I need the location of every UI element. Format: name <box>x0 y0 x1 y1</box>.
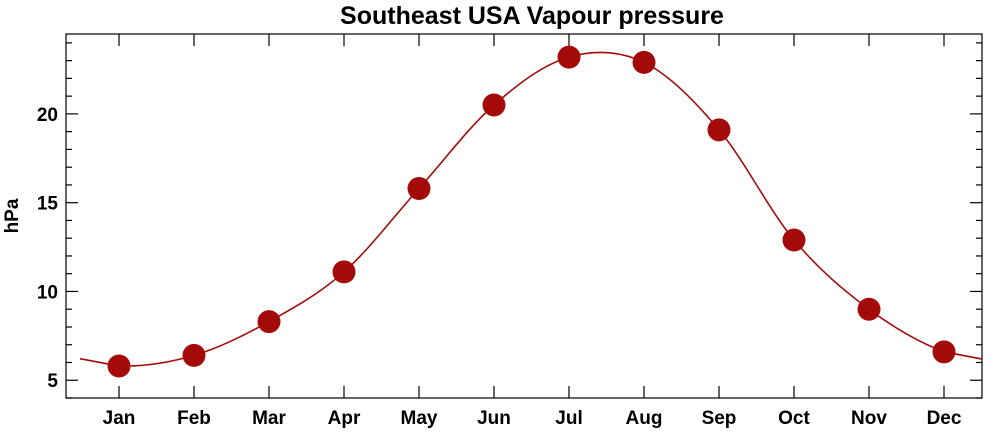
x-tick-label: Aug <box>626 408 663 429</box>
data-point-jan <box>107 354 131 378</box>
data-point-jun <box>482 93 506 117</box>
data-point-may <box>407 176 431 200</box>
x-tick-label: Dec <box>927 408 962 429</box>
x-tick-label: Jul <box>555 408 582 429</box>
data-point-feb <box>182 343 206 367</box>
x-tick-label: Mar <box>252 408 286 429</box>
x-tick-label: Nov <box>851 408 887 429</box>
axis-ticks <box>66 34 982 399</box>
data-point-oct <box>782 228 806 252</box>
y-tick-label: 5 <box>47 371 58 392</box>
plot-frame <box>65 33 983 399</box>
y-tick-label: 15 <box>37 194 59 215</box>
data-point-jul <box>557 45 581 69</box>
y-tick-label: 20 <box>37 105 58 126</box>
data-point-nov <box>857 297 881 321</box>
data-point-dec <box>932 340 956 364</box>
y-axis-label: hPa <box>2 198 23 233</box>
chart-title: Southeast USA Vapour pressure <box>340 2 724 30</box>
x-tick-label: Apr <box>328 408 361 429</box>
x-tick-label: Sep <box>702 408 737 429</box>
x-tick-label: Feb <box>177 408 211 429</box>
data-point-aug <box>632 50 656 74</box>
tick-labels: 5 10 15 20 Jan Feb Mar Apr May Jun Jul Aug Sep Oct Nov… <box>37 105 962 429</box>
series-line <box>79 51 983 367</box>
x-tick-label: Jun <box>477 408 511 429</box>
data-point-sep <box>707 118 731 142</box>
x-tick-label: Oct <box>778 408 810 429</box>
x-tick-label: May <box>401 408 438 429</box>
y-tick-label: 10 <box>37 282 58 303</box>
data-point-apr <box>332 260 356 284</box>
data-markers <box>107 45 956 378</box>
data-point-mar <box>257 310 281 334</box>
x-tick-label: Jan <box>103 408 136 429</box>
